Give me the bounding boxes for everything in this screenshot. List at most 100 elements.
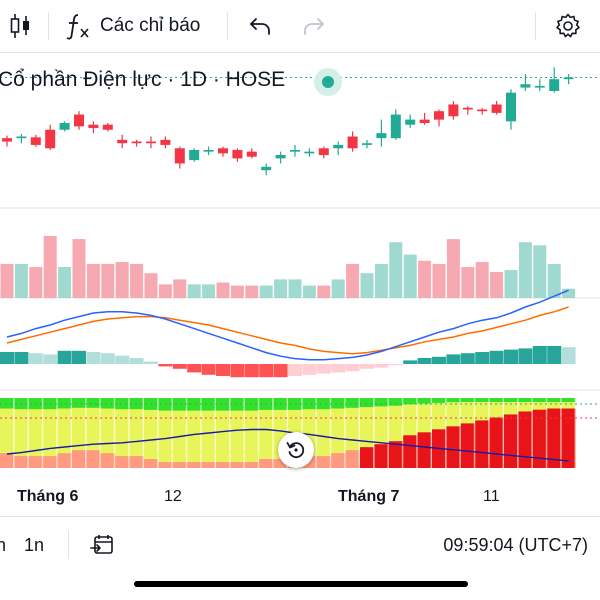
oscillator-band [201,462,216,468]
oscillator-band [345,398,360,408]
go-to-date-button[interactable] [90,517,116,573]
macd-histogram-bar [460,353,475,364]
volume-bar [432,263,446,298]
oscillator-band [331,398,346,409]
volume-bar [29,267,43,298]
oscillator-band [360,447,374,468]
x-axis-label: Tháng 7 [338,488,400,505]
oscillator-band [446,398,461,403]
macd-histogram-bar [302,364,317,375]
oscillator-band [403,398,418,405]
oscillator-band [316,456,331,468]
oscillator-band [475,398,490,402]
oscillator-band [187,398,202,411]
candle-body [59,123,70,130]
volume-bar [562,288,576,298]
oscillator-band [345,450,360,468]
oscillator-band [316,398,331,410]
oscillator-band [86,398,101,408]
candle-body [304,151,315,154]
candle-body [318,148,329,156]
volume-bar [14,263,28,298]
macd-histogram-bar [446,354,461,364]
macd-histogram-bar [288,364,302,376]
volume-bar [374,263,388,298]
home-indicator [134,581,468,587]
oscillator-band [129,398,144,468]
macd-histogram-bar [518,348,533,364]
macd-histogram-bar [129,358,144,364]
macd-histogram-bar [14,352,29,364]
oscillator-band [115,398,130,468]
macd-histogram-bar [100,353,115,364]
volume-bar [230,285,244,298]
macd-histogram-bar [547,346,562,364]
volume-bar [115,262,129,298]
volume-bar [58,267,72,298]
oscillator-band [259,398,274,468]
settings-icon[interactable] [548,0,588,52]
volume-bar [403,254,417,298]
macd-histogram-bar [331,364,346,373]
oscillator-band [316,398,331,468]
oscillator-band [158,462,173,468]
macd-histogram-bar [489,350,504,364]
macd-histogram-bar [43,354,58,364]
candles-icon[interactable] [0,0,40,52]
candle-body [347,136,358,149]
macd-histogram-bar [57,350,72,364]
reset-chart-button[interactable] [278,432,314,468]
redo-icon[interactable] [296,0,332,52]
volume-bar [43,236,57,298]
oscillator-band [388,398,403,406]
oscillator-band [374,444,389,468]
candle-body [16,136,27,139]
macd-histogram-bar [432,356,446,364]
volume-bar [187,284,201,298]
oscillator-band [460,423,475,468]
oscillator-band [374,398,389,407]
candle-body [275,155,286,159]
range-1n-button[interactable]: 1n [24,534,45,555]
oscillator-band [331,398,346,468]
oscillator-band [460,398,475,402]
candle-body [405,119,416,125]
oscillator-band [14,456,29,468]
candle-body [146,141,156,144]
candle-body [131,141,142,144]
oscillator-band [201,398,216,411]
oscillator-band [158,398,173,468]
candle-body [290,149,300,152]
oscillator-band [28,456,43,468]
volume-bar [446,239,460,298]
oscillator-band [43,398,58,468]
macd-histogram-bar [158,364,173,367]
candle-body [189,149,200,161]
macd-histogram-bar [561,347,576,364]
candle-body [218,148,228,154]
candle-body [419,119,430,123]
fx-icon [66,11,92,41]
macd-line [6,289,569,361]
oscillator-band [489,417,504,468]
macd-histogram-bar [244,364,259,378]
candle-body [261,166,272,171]
candle-body [520,84,531,88]
oscillator-band [100,453,115,468]
macd-histogram-bar [0,352,14,364]
oscillator-band [417,398,432,404]
undo-icon[interactable] [242,0,278,52]
indicators-button[interactable]: Các chỉ báo [66,0,216,52]
indicators-label: Các chỉ báo [100,15,201,36]
candle-body [477,109,488,112]
oscillator-band [331,453,346,468]
oscillator-band [72,450,86,468]
oscillator-band [187,462,202,468]
oscillator-band [86,450,101,468]
volume-bar [518,242,532,298]
range-button[interactable]: n [0,534,7,555]
oscillator-band [403,435,418,468]
volume-bar [418,260,432,298]
candle-body [563,77,574,80]
time-display[interactable]: 09:59:04 (UTC+7) [443,534,588,555]
